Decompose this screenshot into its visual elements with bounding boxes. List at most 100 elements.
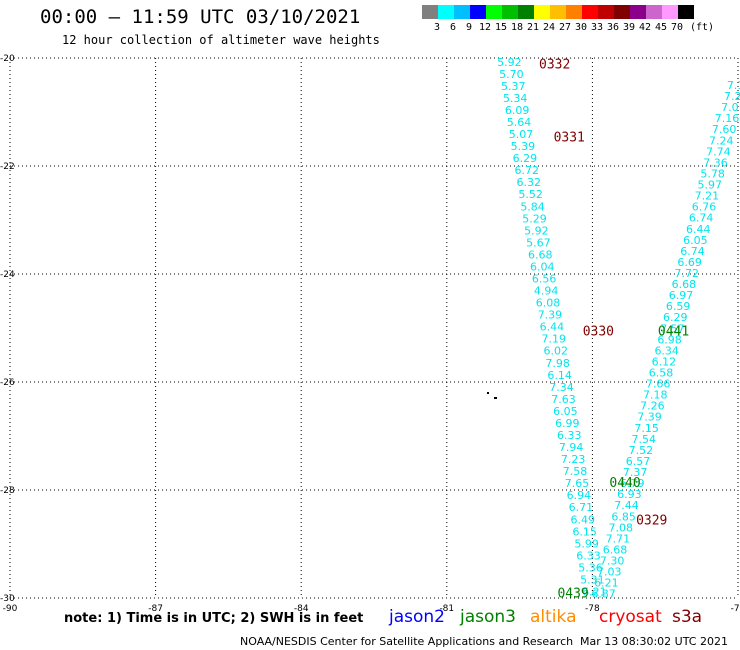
wave-height-value: 6.93 (617, 488, 642, 501)
wave-height-value: 7.19 (542, 333, 567, 346)
latitude-label: -30 (0, 594, 15, 604)
wave-height-value: 6.08 (536, 297, 561, 310)
latitude-label: -20 (0, 54, 15, 64)
latitude-label: -22 (0, 162, 15, 172)
page-subtitle: 12 hour collection of altimeter wave hei… (62, 33, 380, 47)
color-swatch (678, 5, 694, 19)
latitude-label: -24 (0, 270, 15, 280)
longitude-label: -81 (439, 604, 454, 614)
legend-entry-s3a: s3a (672, 607, 703, 627)
wave-height-value: 6.98 (657, 333, 682, 346)
wave-height-value: 7.18 (643, 389, 668, 402)
wave-height-value: 7.21 (695, 190, 720, 203)
wave-height-value: 7.65 (565, 477, 590, 490)
color-scale-label: 39 (623, 22, 636, 33)
wave-height-value: 5.64 (507, 116, 532, 129)
color-scale-label: 70 (671, 22, 684, 33)
color-swatch (614, 5, 630, 19)
wave-height-value: 5.99 (574, 537, 599, 550)
wave-height-value: 6.79 (620, 477, 645, 490)
color-swatch (518, 5, 534, 19)
wave-height-value: 5.39 (511, 140, 536, 153)
color-swatch (662, 5, 678, 19)
coastline-dot (487, 392, 489, 394)
page-title: 00:00 – 11:59 UTC 03/10/2021 (40, 6, 361, 28)
wave-height-value: 6.21 (594, 577, 619, 590)
wave-height-value: 7.0 (721, 101, 739, 114)
wave-height-value: 7.94 (559, 441, 584, 454)
wave-height-value: 4.94 (534, 285, 559, 298)
longitude-label: -84 (294, 604, 309, 614)
wave-height-value: 7.66 (646, 378, 671, 391)
pass-time-label: 0332 (539, 57, 570, 72)
color-scale-label: 3 (434, 22, 441, 33)
latitude-label: -28 (0, 486, 15, 496)
wave-height-value: 7.08 (609, 521, 634, 534)
wave-height-value: 7.57 (660, 322, 685, 335)
wave-height-value: 6.76 (692, 201, 717, 214)
color-swatch (470, 5, 486, 19)
pass-time-label: 0440 (609, 476, 640, 491)
wave-height-value: 6.09 (505, 104, 530, 117)
wave-height-value: 7.52 (629, 444, 654, 457)
wave-height-value: 5.92 (497, 56, 522, 69)
color-swatch (422, 5, 438, 19)
wave-height-value: 7.36 (703, 156, 728, 169)
wave-height-value: 5.97 (697, 179, 722, 192)
color-scale-label: 6 (450, 22, 457, 33)
color-swatch (534, 5, 550, 19)
wave-height-value: 6.85 (611, 510, 636, 523)
pass-time-label: 0439 (557, 587, 588, 602)
wave-height-value: 6.68 (672, 278, 697, 291)
color-scale-label: 15 (495, 22, 508, 33)
wave-height-value: 6.21 (582, 586, 607, 599)
wave-height-value: 6.97 (669, 289, 694, 302)
wave-height-value: 6.56 (532, 272, 557, 285)
longitude-label: -87 (148, 604, 163, 614)
map-grid (9, 57, 739, 599)
wave-height-value: 7.39 (538, 309, 563, 322)
color-scale-unit: (ft) (690, 22, 715, 33)
coastline-dot (494, 397, 497, 399)
wave-height-value: 7.74 (706, 145, 731, 158)
pass-labels: 03320331033003290441044004390 (539, 57, 689, 602)
wave-height-value: 7.98 (545, 357, 570, 370)
wave-height-value: 7.1 (727, 79, 740, 92)
pass-time-label: 0330 (583, 325, 614, 340)
legend-entry-jason2: jason2 (389, 607, 445, 627)
wave-height-value: 5.36 (578, 561, 603, 574)
legend-entry-cryosat: cryosat (599, 607, 662, 627)
wave-height-value: 6.05 (553, 405, 578, 418)
wave-height-value: 5.78 (700, 167, 725, 180)
color-scale-label: 33 (591, 22, 604, 33)
wave-height-value: 7.72 (675, 267, 700, 280)
wave-height-value: 6.44 (540, 321, 565, 334)
color-swatch (454, 5, 470, 19)
wave-height-value: 6.32 (516, 176, 541, 189)
wave-height-value: 5.70 (499, 68, 524, 81)
wave-height-value: 5.29 (522, 212, 547, 225)
wave-height-value: 6.02 (543, 345, 568, 358)
color-scale-label: 12 (479, 22, 492, 33)
color-scale-label: 45 (655, 22, 668, 33)
wave-height-value: 6.14 (547, 369, 572, 382)
footer-timestamp: Mar 13 08:30:02 UTC 2021 (580, 635, 728, 648)
wave-height-value: 6.58 (649, 367, 674, 380)
wave-height-value: 6.72 (515, 164, 540, 177)
wave-height-value: 7.2 (724, 90, 740, 103)
color-swatch (582, 5, 598, 19)
color-swatch (630, 5, 646, 19)
wave-height-value: 6.68 (528, 248, 553, 261)
wave-height-value: 7.16 (715, 112, 740, 125)
color-scale-label: 24 (543, 22, 556, 33)
wave-height-value: 6.12 (652, 355, 677, 368)
color-scale-label: 18 (511, 22, 524, 33)
wave-height-value: 7.39 (637, 411, 662, 424)
wave-height-value: 6.57 (626, 455, 651, 468)
color-swatch (502, 5, 518, 19)
wave-height-value: 7.60 (712, 123, 737, 136)
color-scale-label: 9 (466, 22, 473, 33)
wave-height-tracks: 5.925.705.375.346.095.645.075.396.296.72… (497, 56, 740, 601)
wave-height-value: 7.15 (634, 422, 659, 435)
